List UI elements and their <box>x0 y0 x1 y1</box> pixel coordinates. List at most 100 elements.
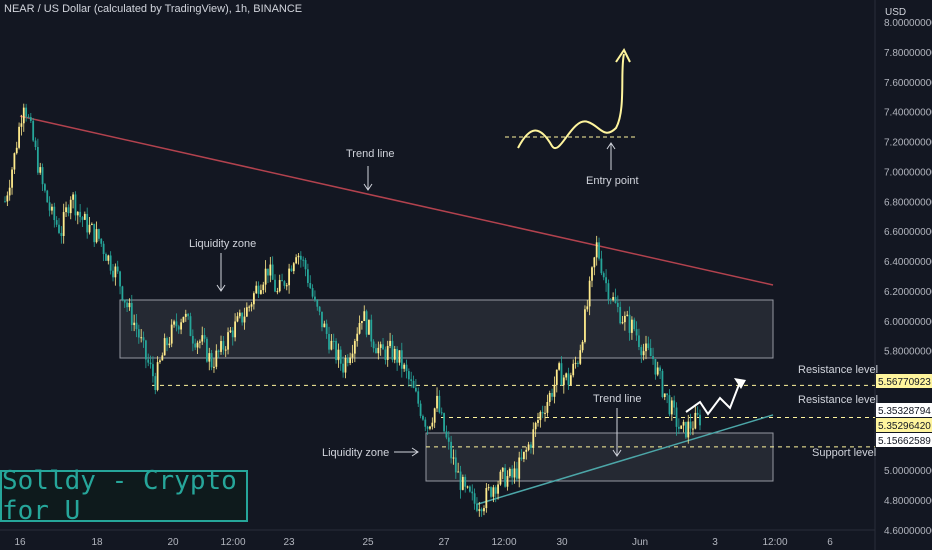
candle-body <box>321 311 323 328</box>
candle-body <box>60 232 63 236</box>
candle-body <box>499 471 502 485</box>
candle-body <box>513 468 516 478</box>
candle-body <box>234 321 237 338</box>
candle-body <box>515 468 518 479</box>
candle-body <box>541 412 544 414</box>
candle-body <box>180 322 182 330</box>
candle-body <box>633 319 636 330</box>
candle-body <box>135 322 138 330</box>
candle-body <box>156 362 159 390</box>
candle-body <box>302 259 305 261</box>
candle-body <box>685 421 687 438</box>
candle-body <box>269 264 272 276</box>
candle-body <box>62 212 65 236</box>
candle-body <box>262 284 265 291</box>
candle-body <box>196 342 199 348</box>
candle-body <box>464 476 467 487</box>
candle-body <box>53 206 56 221</box>
candle-body <box>384 349 387 360</box>
trend-line-ascending <box>475 414 774 506</box>
candle-body <box>492 487 495 497</box>
candle-body <box>173 321 175 325</box>
price-tag-label: 5.35328794 <box>878 406 931 417</box>
candle-body <box>471 491 474 494</box>
candle-body <box>649 348 652 357</box>
candle-body <box>107 255 110 261</box>
candle-body <box>227 332 229 350</box>
brand-watermark: Solldy - Crypto for U <box>0 466 248 526</box>
currency-label: USD <box>885 7 906 18</box>
candle-body <box>459 471 462 490</box>
candle-body <box>191 335 194 344</box>
y-tick-label: 6.00000000 <box>884 317 932 328</box>
candle-body <box>243 316 246 323</box>
candle-body <box>238 312 241 317</box>
candle-body <box>483 508 485 512</box>
candle-body <box>358 322 361 334</box>
x-tick-label: 6 <box>827 537 833 548</box>
candle-body <box>11 169 13 188</box>
candle-body <box>93 223 96 243</box>
candle-body <box>255 285 258 294</box>
candle-body <box>311 288 314 297</box>
candle-body <box>598 242 600 259</box>
candle-body <box>67 207 70 214</box>
candle-body <box>450 441 453 459</box>
y-tick-label: 6.40000000 <box>884 257 932 268</box>
candle-body <box>584 309 586 342</box>
candle-body <box>626 314 629 316</box>
candle-body <box>544 412 546 414</box>
candle-body <box>248 306 251 308</box>
candle-body <box>412 380 415 388</box>
candle-body <box>4 201 6 203</box>
candle-body <box>619 306 622 324</box>
candle-body <box>668 395 671 415</box>
x-tick-label: 25 <box>362 537 374 548</box>
candle-body <box>69 199 72 214</box>
candle-body <box>391 340 394 360</box>
price-tag-label: 5.56770923 <box>878 377 931 388</box>
x-tick-label: 12:00 <box>491 537 516 548</box>
candle-body <box>527 444 530 450</box>
x-tick-label: 12:00 <box>220 537 245 548</box>
candle-body <box>177 326 180 330</box>
x-tick-label: 27 <box>438 537 450 548</box>
liquidity-zone-lower-label: Liquidity zone <box>322 447 389 459</box>
candle-body <box>696 412 699 415</box>
candle-body <box>74 194 77 216</box>
price-tag-box <box>876 418 932 432</box>
candle-body <box>154 376 157 390</box>
candle-body <box>379 344 382 348</box>
candle-body <box>27 116 30 118</box>
candle-body <box>250 304 253 307</box>
candle-body <box>607 283 610 300</box>
candle-body <box>41 167 44 185</box>
candle-body <box>506 476 509 487</box>
candle-body <box>546 402 549 413</box>
y-tick-label: 7.20000000 <box>884 138 932 149</box>
candle-body <box>539 412 542 421</box>
candle-body <box>623 315 626 323</box>
candle-body <box>645 343 647 352</box>
candle-body <box>316 300 319 307</box>
candle-body <box>457 471 460 473</box>
candle-body <box>314 296 316 301</box>
candle-body <box>473 493 476 504</box>
candle-body <box>377 347 380 354</box>
y-tick-label: 4.80000000 <box>884 496 932 507</box>
candle-body <box>98 229 100 239</box>
candle-body <box>86 213 89 233</box>
candle-body <box>213 366 215 368</box>
candle-body <box>116 266 119 272</box>
candle-body <box>231 330 234 338</box>
candle-body <box>360 321 363 323</box>
candle-body <box>271 264 274 280</box>
candle-body <box>663 393 666 398</box>
candle-body <box>591 267 593 281</box>
candle-body <box>553 384 556 397</box>
candle-body <box>410 379 413 381</box>
candle-body <box>330 340 333 350</box>
candle-body <box>602 273 605 278</box>
candle-body <box>476 503 478 511</box>
